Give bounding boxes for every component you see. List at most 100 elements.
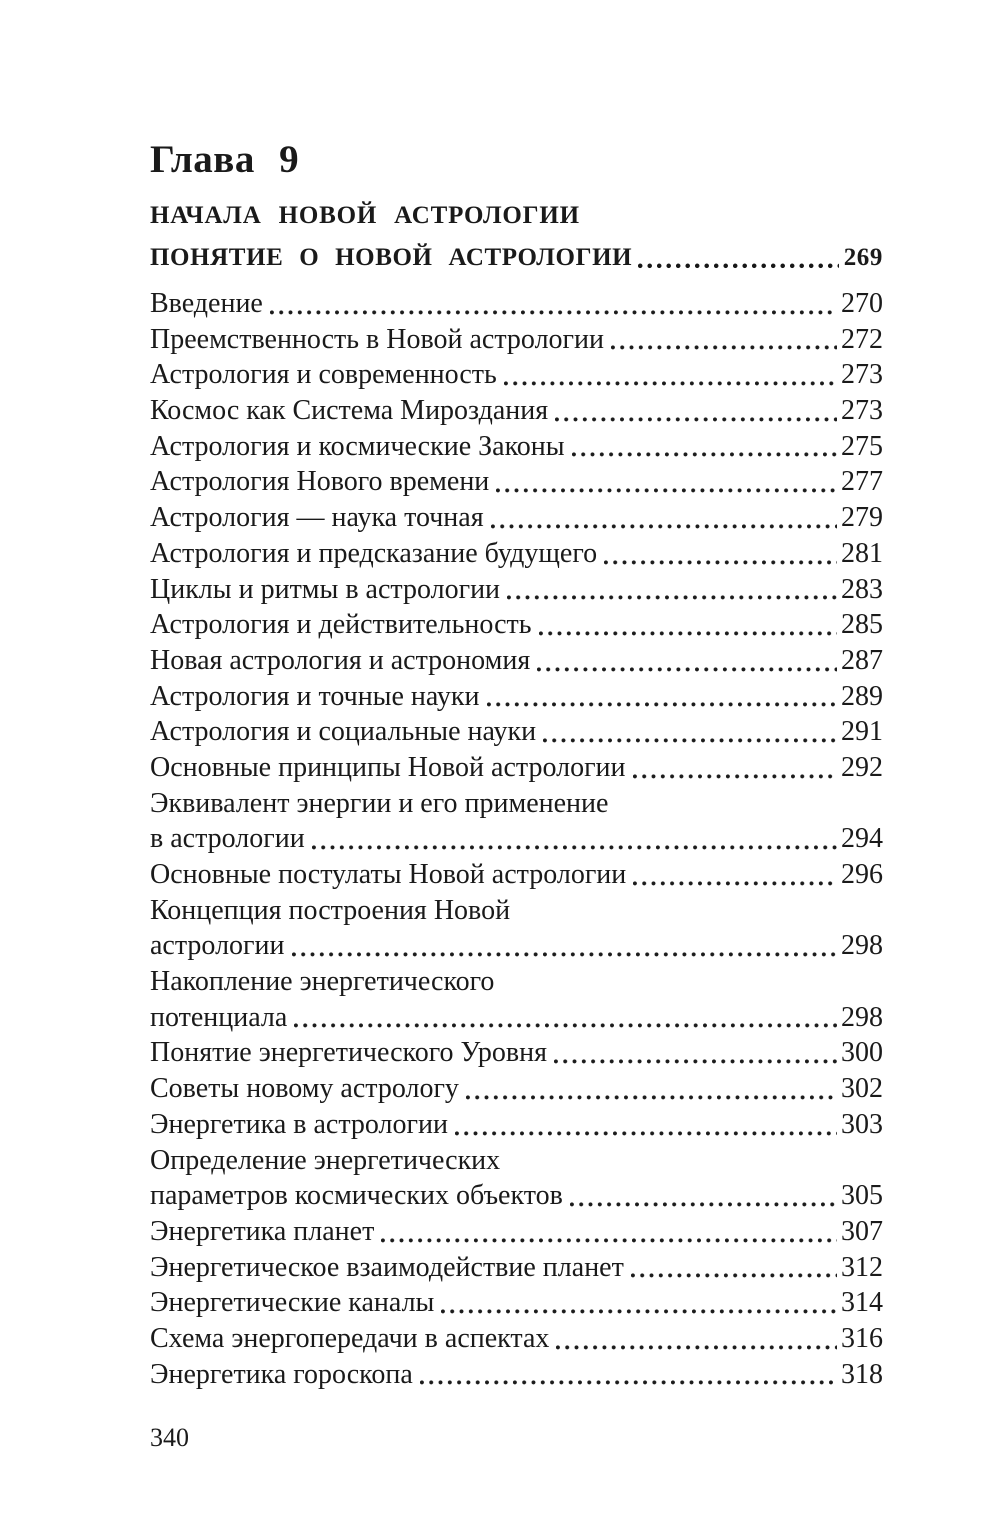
- toc-entry: параметров космических объектов 305: [150, 1178, 883, 1214]
- toc-entry-title: Циклы и ритмы в астрологии: [150, 573, 501, 605]
- toc-entry: Астрология — наука точная 279: [150, 500, 883, 536]
- toc-header-entry-page: 269: [843, 244, 883, 271]
- toc-entry: Схема энергопередачи в аспектах 316: [150, 1321, 883, 1357]
- toc-entry-title: Астрология и космические Законы: [150, 430, 565, 462]
- dot-leader: [291, 952, 837, 958]
- dot-leader: [633, 880, 837, 886]
- toc-entry: Понятие энергетического Уровня 300: [150, 1035, 883, 1071]
- toc-entry-title: Энергетика планет: [150, 1215, 375, 1247]
- toc-entry-title: в астрологии: [150, 823, 305, 855]
- toc-entry-page: 279: [841, 502, 883, 534]
- toc-entry-page: 307: [841, 1215, 883, 1247]
- dot-leader: [465, 1094, 837, 1100]
- toc-entry-page: 281: [841, 537, 883, 569]
- toc-entry: Астрология и действительность 285: [150, 607, 883, 643]
- toc-entry-title: Энергетика в астрологии: [150, 1108, 448, 1140]
- dot-leader: [294, 1023, 837, 1029]
- dot-leader: [507, 595, 837, 601]
- toc-entry-page: 298: [841, 1001, 883, 1033]
- toc-entry: в астрологии 294: [150, 821, 883, 857]
- toc-header-entry-title: ПОНЯТИЕ О НОВОЙ АСТРОЛОГИИ: [150, 244, 633, 271]
- footer-page-number: 340: [150, 1423, 189, 1453]
- toc-entry: Астрология и космические Законы 275: [150, 429, 883, 465]
- dot-leader: [611, 345, 837, 351]
- toc-header-entry: ПОНЯТИЕ О НОВОЙ АСТРОЛОГИИ 269: [150, 245, 883, 270]
- toc-entry: Астрология и точные науки 289: [150, 679, 883, 715]
- toc-entry-page: 283: [841, 573, 883, 605]
- toc-entry-title: Астрология и предсказание будущего: [150, 537, 598, 569]
- toc-entry-page: 302: [841, 1073, 883, 1105]
- toc-entry: Энергетические каналы 314: [150, 1285, 883, 1321]
- toc-entry-title: потенциала: [150, 1001, 288, 1033]
- toc-entry: Астрология и социальные науки 291: [150, 714, 883, 750]
- toc-entry: Энергетика гороскопа 318: [150, 1357, 883, 1393]
- toc-entry-page: 273: [841, 395, 883, 427]
- toc-entry-page: 305: [841, 1180, 883, 1212]
- toc-entry-page: 298: [841, 930, 883, 962]
- toc-entry-page: 292: [841, 751, 883, 783]
- toc-entry: Советы новому астрологу 302: [150, 1071, 883, 1107]
- toc-entry: Основные постулаты Новой астрологии 296: [150, 857, 883, 893]
- toc-entry: Введение 270: [150, 286, 883, 322]
- toc-entry-title: Энергетические каналы: [150, 1287, 435, 1319]
- toc-entry-page: 300: [841, 1037, 883, 1069]
- toc-entry-title: Основные постулаты Новой астрологии: [150, 859, 627, 890]
- toc-entry-title: Основные принципы Новой астрологии: [150, 751, 626, 783]
- toc-entry-title: Схема энергопередачи в аспектах: [150, 1322, 550, 1354]
- toc-entry-title: Определение энергетических: [150, 1144, 501, 1176]
- toc-entry-page: 270: [841, 288, 883, 319]
- toc-entry-title: Астрология — наука точная: [150, 502, 484, 534]
- toc-entry: Концепция построения Новой: [150, 893, 883, 929]
- dot-leader: [538, 630, 837, 636]
- toc-entry-title: Астрология и современность: [150, 359, 497, 391]
- toc-entry: астрологии 298: [150, 928, 883, 964]
- dot-leader: [569, 1201, 837, 1207]
- toc-entry-title: Концепция построения Новой: [150, 894, 511, 926]
- dot-leader: [638, 263, 839, 269]
- dot-leader: [553, 1059, 837, 1065]
- toc-entry-page: 318: [841, 1358, 883, 1390]
- toc-entry-title: Понятие энергетического Уровня: [150, 1037, 547, 1069]
- toc-entry: Астрология Нового времени 277: [150, 464, 883, 500]
- toc-entry-title: Астрология и точные науки: [150, 680, 480, 712]
- toc-entry-title: Эквивалент энергии и его применение: [150, 787, 609, 819]
- dot-leader: [441, 1308, 837, 1314]
- toc-entry-page: 291: [841, 716, 883, 748]
- toc-entry-page: 285: [841, 609, 883, 641]
- toc-entry: потенциала 298: [150, 1000, 883, 1036]
- dot-leader: [311, 845, 837, 850]
- toc-entry: Астрология и предсказание будущего 281: [150, 536, 883, 572]
- toc-entry-page: 287: [841, 644, 883, 676]
- dot-leader: [496, 488, 837, 494]
- toc-entry-page: 314: [841, 1287, 883, 1319]
- toc-entry-page: 289: [841, 680, 883, 712]
- dot-leader: [537, 666, 837, 672]
- toc-entry-title: Астрология и социальные науки: [150, 716, 537, 748]
- toc-entry: Основные принципы Новой астрологии 292: [150, 750, 883, 786]
- toc-entry-title: Астрология и действительность: [150, 609, 532, 641]
- dot-leader: [630, 1273, 837, 1279]
- dot-leader: [604, 559, 837, 565]
- toc-entry-title: Новая астрология и астрономия: [150, 644, 531, 676]
- toc-entry: Энергетическое взаимодействие планет 312: [150, 1250, 883, 1286]
- toc-entry-title: Астрология Нового времени: [150, 466, 490, 498]
- dot-leader: [632, 773, 837, 779]
- toc-entry: Астрология и современность 273: [150, 357, 883, 393]
- section-title: НАЧАЛА НОВОЙ АСТРОЛОГИИ: [150, 202, 580, 229]
- toc-entry-title: Энергетика гороскопа: [150, 1358, 413, 1390]
- toc-entry-title: Советы новому астрологу: [150, 1073, 459, 1105]
- toc-entry-page: 316: [841, 1322, 883, 1354]
- dot-leader: [454, 1130, 837, 1136]
- toc-entry-page: 294: [841, 823, 883, 855]
- toc-entry-page: 296: [841, 859, 883, 890]
- dot-leader: [555, 416, 837, 422]
- dot-leader: [381, 1237, 837, 1243]
- toc-entry-title: Энергетическое взаимодействие планет: [150, 1251, 624, 1283]
- toc-entry-page: 303: [841, 1108, 883, 1140]
- chapter-title: Глава 9: [150, 138, 300, 181]
- toc-entry-page: 275: [841, 430, 883, 462]
- dot-leader: [486, 702, 837, 708]
- toc-entry: Космос как Система Мироздания 273: [150, 393, 883, 429]
- toc-entry-page: 312: [841, 1251, 883, 1283]
